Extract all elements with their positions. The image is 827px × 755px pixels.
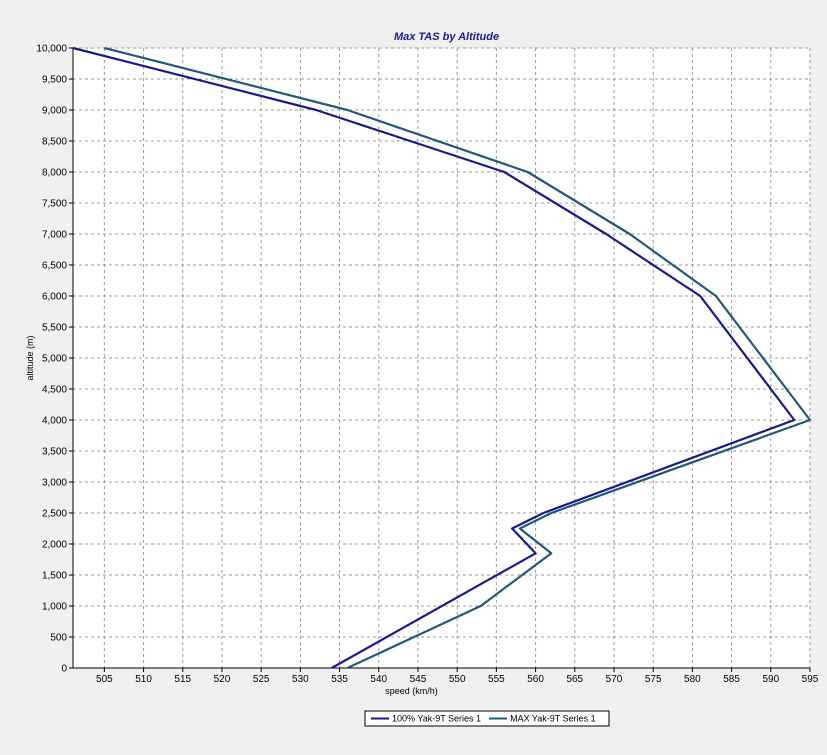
x-tick-label: 515 — [174, 674, 191, 685]
y-axis-title: altitude (m) — [25, 335, 35, 380]
y-tick-label: 9,500 — [42, 75, 67, 86]
x-tick-label: 540 — [370, 674, 387, 685]
x-tick-label: 590 — [762, 674, 779, 685]
x-tick-label: 585 — [723, 674, 740, 685]
legend: 100% Yak-9T Series 1 MAX Yak-9T Series 1 — [364, 710, 610, 727]
series-line-2 — [104, 46, 812, 669]
y-tick-label: 2,500 — [42, 509, 67, 520]
series-line-1 — [72, 46, 796, 669]
y-tick-label: 4,000 — [42, 416, 67, 427]
x-tick-label: 570 — [606, 674, 623, 685]
x-tick-label: 545 — [410, 674, 427, 685]
chart-title: Max TAS by Altitude — [394, 31, 499, 43]
y-tick-label: 10,000 — [36, 44, 67, 55]
y-tick-label: 5,500 — [42, 323, 67, 334]
y-tick-label: 8,500 — [42, 137, 67, 148]
series-lines — [72, 46, 812, 669]
y-tick-label: 3,500 — [42, 447, 67, 458]
y-tick-label: 500 — [50, 633, 67, 644]
x-tick-label: 580 — [684, 674, 701, 685]
x-axis-title: speed (km/h) — [385, 686, 438, 696]
y-tick-label: 7,000 — [42, 230, 67, 241]
y-tick-label: 3,000 — [42, 478, 67, 489]
legend-box — [364, 710, 610, 727]
x-tick-label: 510 — [135, 674, 152, 685]
x-tick-label: 575 — [645, 674, 662, 685]
x-tick-label: 525 — [253, 674, 270, 685]
y-tick-label: 1,500 — [42, 571, 67, 582]
y-tick-label: 5,000 — [42, 354, 67, 365]
x-tick-label: 595 — [802, 674, 819, 685]
y-tick-label: 0 — [61, 664, 67, 675]
tick-labels: 505 510 515 520 525 530 535 540 545 550 555 560 565 5… — [36, 44, 818, 686]
x-tick-label: 560 — [527, 674, 544, 685]
y-tick-label: 7,500 — [42, 199, 67, 210]
y-tick-label: 2,000 — [42, 540, 67, 551]
x-tick-label: 520 — [214, 674, 231, 685]
y-tick-label: 6,500 — [42, 261, 67, 272]
x-tick-label: 550 — [449, 674, 466, 685]
legend-label-2: MAX Yak-9T Series 1 — [510, 714, 596, 724]
grid — [73, 47, 811, 668]
x-tick-label: 505 — [96, 674, 113, 685]
x-tick-label: 555 — [488, 674, 505, 685]
y-tick-label: 6,000 — [42, 292, 67, 303]
y-tick-label: 8,000 — [42, 168, 67, 179]
x-tick-label: 530 — [292, 674, 309, 685]
x-tick-label: 565 — [566, 674, 583, 685]
x-tick-label: 535 — [331, 674, 348, 685]
legend-label-1: 100% Yak-9T Series 1 — [392, 714, 481, 724]
y-tick-label: 9,000 — [42, 106, 67, 117]
y-tick-label: 4,500 — [42, 385, 67, 396]
y-tick-label: 1,000 — [42, 602, 67, 613]
